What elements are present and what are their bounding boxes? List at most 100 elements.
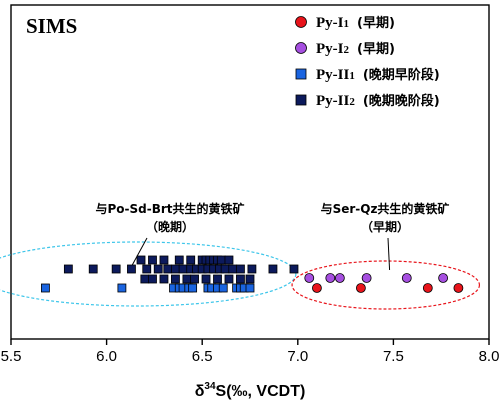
early-pyrite-enclosure <box>291 260 481 310</box>
data-point <box>182 274 192 284</box>
data-point <box>159 274 169 284</box>
legend-marker <box>295 94 307 106</box>
legend-marker <box>295 68 307 80</box>
data-point <box>228 264 238 274</box>
data-point <box>224 274 234 284</box>
legend-label-main: Py-I <box>316 15 344 31</box>
annotation-leader-line <box>387 237 391 271</box>
data-point <box>41 283 50 293</box>
annotation-line: （早期） <box>361 219 409 234</box>
data-point <box>422 283 433 293</box>
data-point <box>401 273 412 283</box>
x-tick-label: 5.5 <box>1 348 22 365</box>
data-point <box>159 255 169 265</box>
data-point <box>186 255 196 265</box>
legend-label: Py-I1 (早期) <box>316 15 395 31</box>
data-point <box>220 264 230 274</box>
legend-label-subscript: 1 <box>349 70 355 82</box>
legend-item: Py-I1 (早期) <box>295 15 395 31</box>
data-point <box>355 283 366 293</box>
data-point <box>438 273 449 283</box>
group-enclosures <box>0 241 481 310</box>
data-point <box>190 274 199 284</box>
panel-title: SIMS <box>26 14 77 38</box>
legend-label-subscript: 2 <box>344 44 350 56</box>
series-py-i2 <box>304 273 449 283</box>
legend-item: Py-II1 (晚期早阶段) <box>295 67 440 83</box>
data-point <box>224 255 234 265</box>
x-axis <box>10 339 490 345</box>
data-point <box>268 264 278 274</box>
data-point <box>148 274 157 284</box>
data-point <box>171 274 180 284</box>
series-py-i1 <box>312 283 464 293</box>
data-point <box>213 274 222 284</box>
data-point <box>88 264 98 274</box>
data-point <box>178 264 188 274</box>
legend-label: Py-II2 (晚期晚阶段) <box>316 93 440 109</box>
x-tick-label: 7.5 <box>383 348 404 365</box>
data-point <box>304 273 315 283</box>
legend-label-suffix: (早期) <box>357 42 395 57</box>
data-point <box>218 283 228 293</box>
data-point <box>236 264 245 274</box>
x-axis-title-rest: S(‰, VCDT) <box>216 383 306 400</box>
data-point <box>236 274 245 284</box>
x-tick-label: 6.5 <box>192 348 213 365</box>
data-point <box>325 273 336 283</box>
data-point <box>136 255 146 265</box>
legend-label-subscript: 1 <box>344 18 350 30</box>
data-point <box>171 264 180 274</box>
legend-label-main: Py-II <box>316 67 349 83</box>
series-py-ii2 <box>63 255 299 284</box>
data-point <box>111 264 121 274</box>
annotation-line: 与Po-Sd-Brt共生的黄铁矿 <box>95 201 244 216</box>
data-point <box>247 264 257 274</box>
legend-marker <box>295 16 307 28</box>
legend-label-subscript: 2 <box>349 96 355 108</box>
x-tick-label: 8.0 <box>479 348 500 365</box>
data-point <box>361 273 372 283</box>
legend-label-suffix: (晚期晚阶段) <box>363 93 440 109</box>
x-axis-tick-labels: 5.5 6.0 6.5 7.0 7.5 8.0 <box>1 348 500 365</box>
data-point <box>289 264 299 274</box>
data-point <box>216 255 226 265</box>
data-point <box>174 255 184 265</box>
data-point <box>63 264 73 274</box>
legend-marker <box>295 42 307 54</box>
data-point <box>127 264 136 274</box>
legend-item: Py-II2 (晚期晚阶段) <box>295 93 440 109</box>
data-series <box>41 255 464 293</box>
annotations: 与Po-Sd-Brt共生的黄铁矿 （晚期） 与Ser-Qz共生的黄铁矿 （早期） <box>95 201 450 271</box>
data-point <box>188 283 198 293</box>
data-point <box>201 274 211 284</box>
x-axis-title-superscript: 34 <box>204 381 216 392</box>
annotation-line: （晚期） <box>146 219 194 234</box>
data-point <box>153 264 163 274</box>
series-py-ii1 <box>41 283 255 293</box>
data-point <box>140 274 150 284</box>
legend-label: Py-II1 (晚期早阶段) <box>316 67 440 83</box>
data-point <box>334 273 345 283</box>
x-axis-title: δ34S(‰, VCDT) <box>195 381 306 400</box>
data-point <box>453 283 464 293</box>
data-point <box>245 283 255 293</box>
data-point <box>148 255 157 265</box>
legend-item: Py-I2 (早期) <box>295 41 395 57</box>
data-point <box>312 283 322 293</box>
legend-label: Py-I2 (早期) <box>316 41 395 57</box>
legend-label-suffix: (晚期早阶段) <box>363 67 440 83</box>
legend-label-suffix: (早期) <box>357 16 395 31</box>
x-tick-label: 6.0 <box>96 348 117 365</box>
x-axis-title-delta: δ <box>195 383 205 400</box>
late-pyrite-enclosure <box>0 241 297 307</box>
legend: Py-I1 (早期)Py-I2 (早期)Py-II1 (晚期早阶段)Py-II2 (晚期… <box>295 15 440 109</box>
legend-label-main: Py-II <box>316 93 349 109</box>
x-tick-label: 7.0 <box>287 348 308 365</box>
annotation-line: 与Ser-Qz共生的黄铁矿 <box>321 201 450 216</box>
data-point <box>117 283 127 293</box>
data-point <box>142 264 152 274</box>
legend-label-main: Py-I <box>316 41 344 57</box>
data-point <box>245 274 255 284</box>
